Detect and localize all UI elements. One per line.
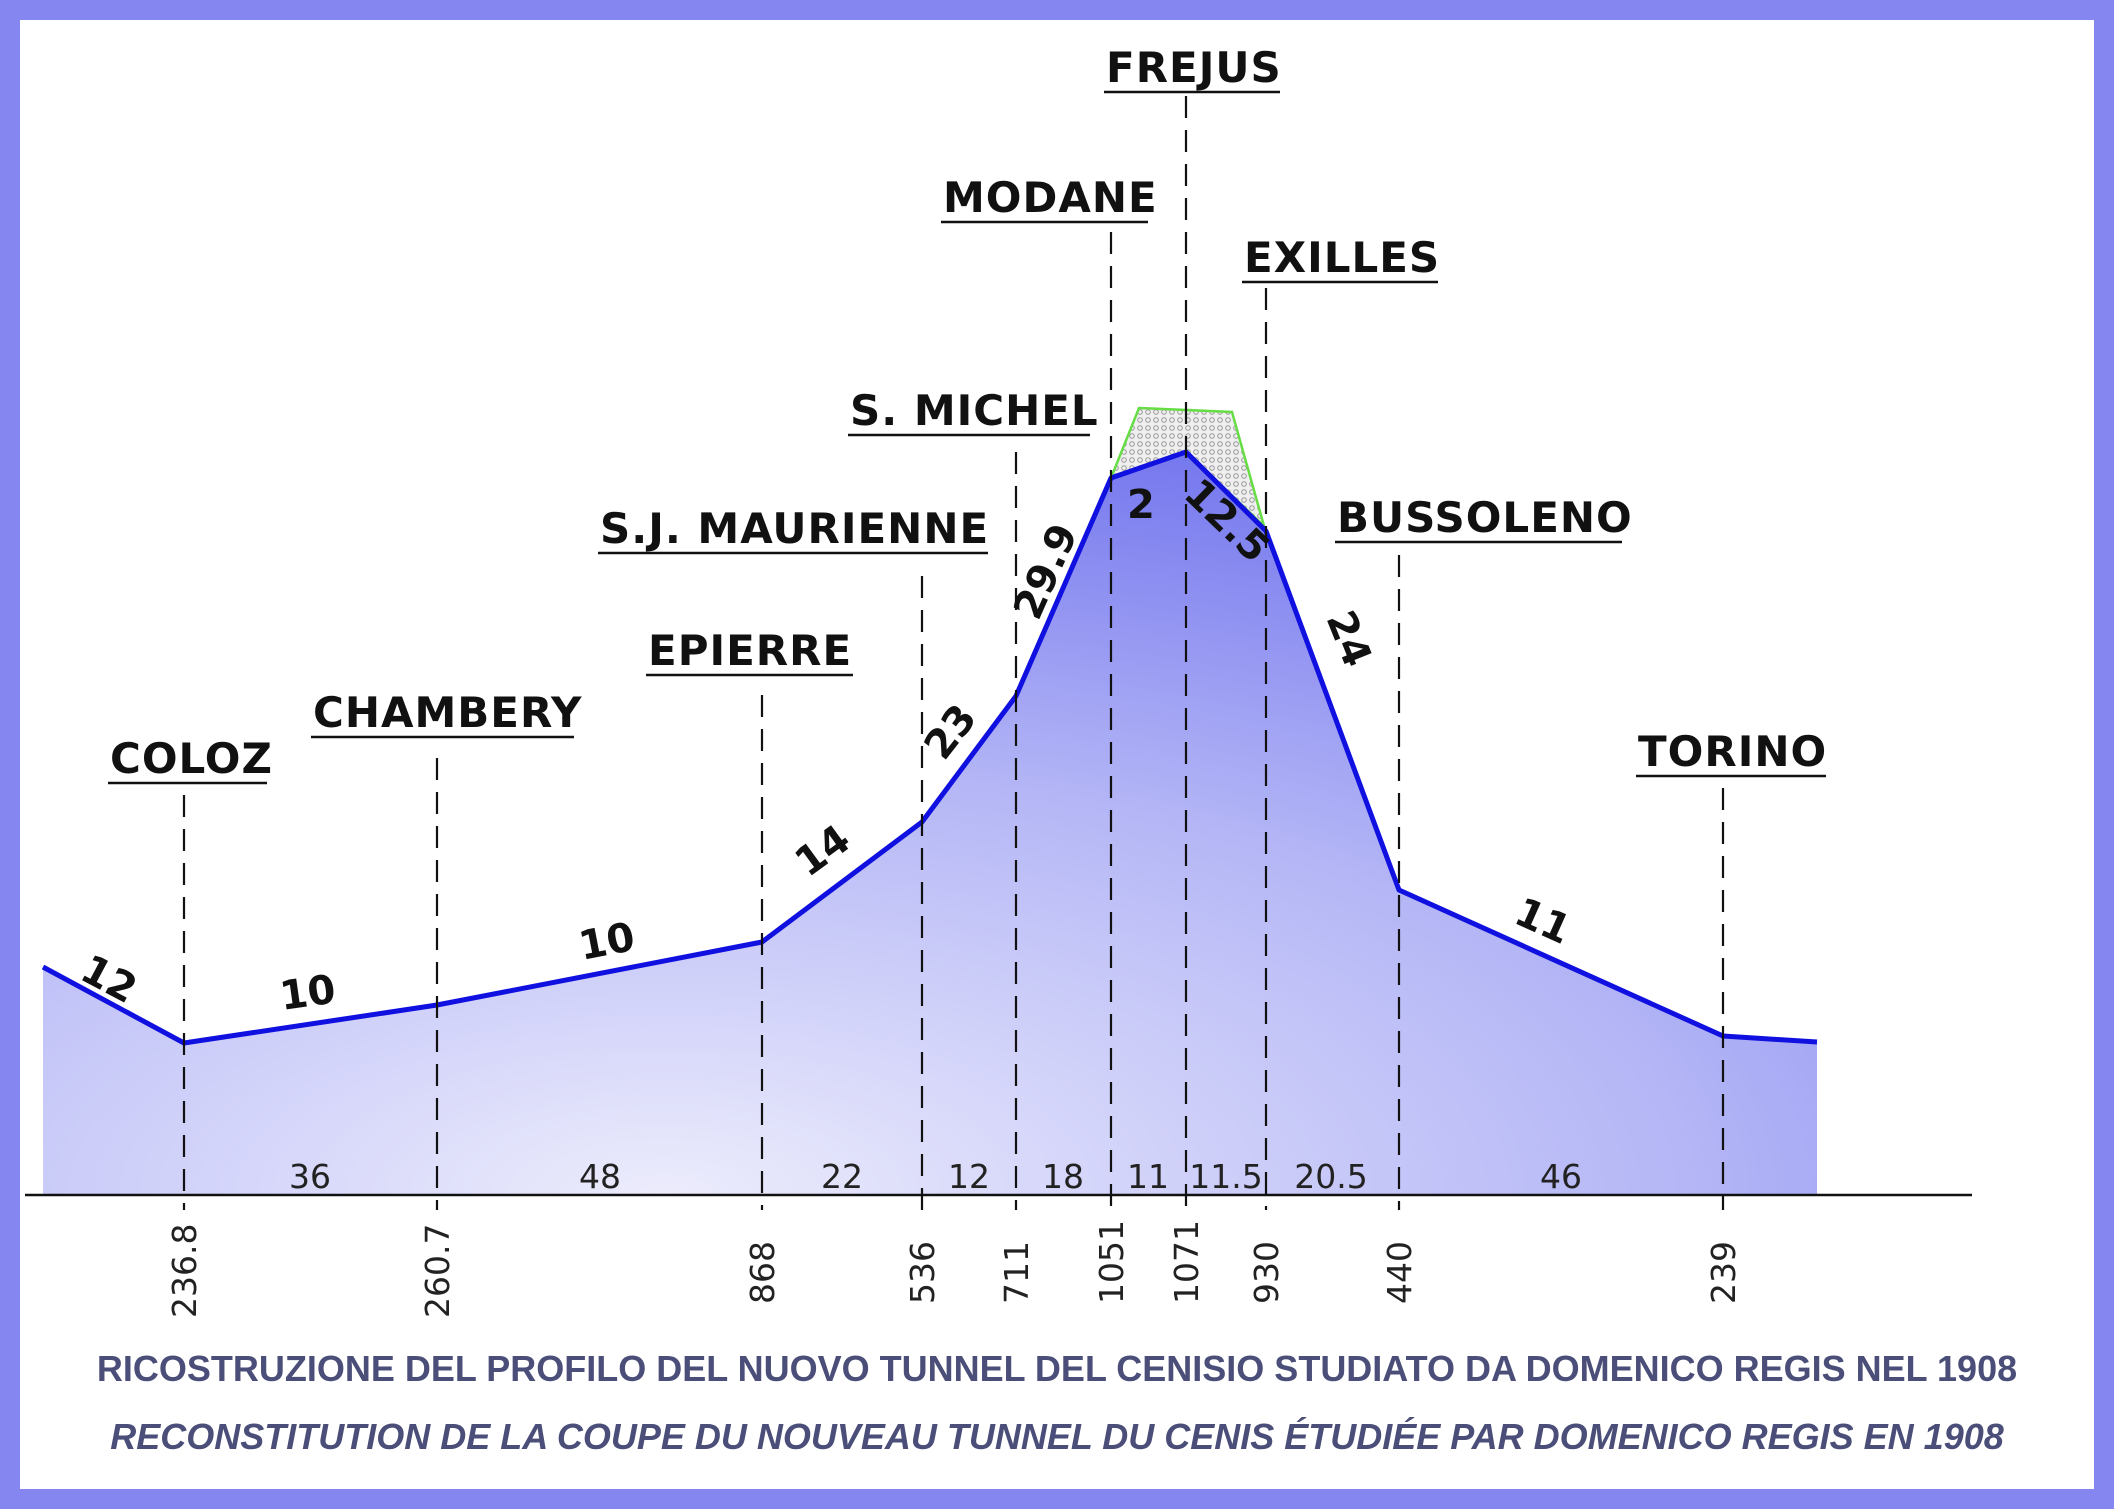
caption-italian: RICOSTRUZIONE DEL PROFILO DEL NUOVO TUNN… [96, 1348, 2018, 1389]
station-label-frejus: FREJUS [1106, 43, 1282, 92]
altitude-label-sj-maurienne: 536 [903, 1241, 942, 1304]
station-label-torino: TORINO [1638, 727, 1827, 776]
altitude-labels: 236.8 260.7 868 536 711 1051 1071 930 44… [165, 1220, 1743, 1318]
station-label-sj-maurienne: S.J. MAURIENNE [600, 504, 989, 553]
station-guide-lines [182, 96, 1725, 1210]
distance-label-7: 11.5 [1189, 1157, 1262, 1196]
altitude-label-bussoleno: 440 [1380, 1241, 1419, 1304]
altitude-label-epierre: 868 [743, 1241, 782, 1304]
gradient-label-9: 24 [1317, 605, 1381, 674]
altitude-label-coloz: 236.8 [165, 1224, 204, 1318]
altitude-label-chambery: 260.7 [418, 1224, 457, 1318]
altitude-label-modane: 1051 [1092, 1220, 1131, 1304]
station-label-coloz: COLOZ [110, 734, 273, 783]
altitude-label-frejus: 1071 [1167, 1220, 1206, 1304]
distance-label-9: 46 [1540, 1157, 1582, 1196]
station-label-modane: MODANE [943, 173, 1158, 222]
gradient-label-2: 10 [277, 967, 339, 1020]
caption-french: RECONSTITUTION DE LA COUPE DU NOUVEAU TU… [110, 1416, 2004, 1457]
station-label-exilles: EXILLES [1244, 233, 1440, 282]
station-label-s-michel: S. MICHEL [850, 386, 1099, 435]
distance-label-8: 20.5 [1294, 1157, 1367, 1196]
distance-label-2: 48 [579, 1157, 621, 1196]
station-label-epierre: EPIERRE [648, 626, 852, 675]
distance-label-5: 18 [1042, 1157, 1084, 1196]
distance-label-6: 11 [1127, 1157, 1169, 1196]
station-label-bussoleno: BUSSOLENO [1337, 493, 1633, 542]
distance-label-1: 36 [289, 1157, 331, 1196]
gradient-label-7: 2 [1127, 482, 1155, 528]
station-label-chambery: CHAMBERY [313, 688, 582, 737]
gradient-label-3: 10 [575, 914, 638, 970]
distance-label-3: 22 [821, 1157, 863, 1196]
distance-labels: 36 48 22 12 18 11 11.5 20.5 46 [289, 1157, 1582, 1196]
altitude-label-exilles: 930 [1247, 1241, 1286, 1304]
altitude-label-s-michel: 711 [997, 1241, 1036, 1304]
profile-area-fill [43, 452, 1817, 1195]
station-labels: COLOZ CHAMBERY EPIERRE S.J. MAURIENNE S.… [108, 43, 1827, 785]
distance-label-4: 12 [948, 1157, 990, 1196]
profile-line [41, 449, 1818, 1046]
altitude-label-torino: 239 [1704, 1241, 1743, 1304]
